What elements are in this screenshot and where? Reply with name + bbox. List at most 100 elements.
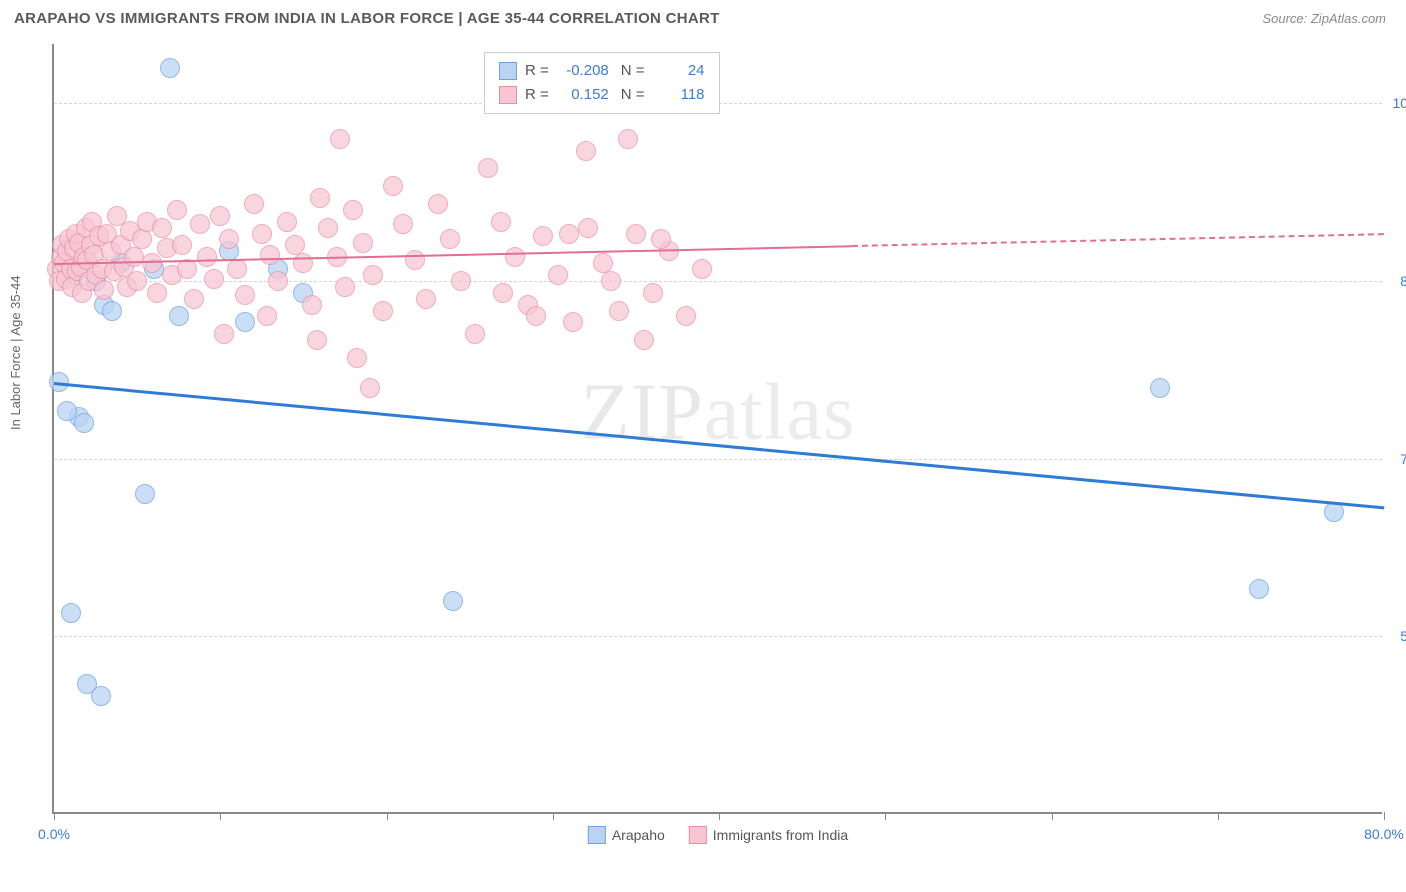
data-point xyxy=(626,224,646,244)
gridline xyxy=(54,636,1382,637)
data-point xyxy=(61,603,81,623)
y-tick-label: 85.0% xyxy=(1400,273,1406,289)
data-point xyxy=(559,224,579,244)
data-point xyxy=(293,253,313,273)
x-tick xyxy=(220,812,221,820)
legend-r-label: R = xyxy=(525,59,549,83)
legend-swatch xyxy=(499,86,517,104)
legend-row: R =0.152N =118 xyxy=(499,83,705,107)
data-point xyxy=(172,235,192,255)
data-point xyxy=(563,312,583,332)
correlation-legend: R =-0.208N =24R =0.152N =118 xyxy=(484,52,720,114)
data-point xyxy=(227,259,247,279)
data-point xyxy=(132,229,152,249)
chart-title: ARAPAHO VS IMMIGRANTS FROM INDIA IN LABO… xyxy=(14,10,720,27)
data-point xyxy=(169,306,189,326)
data-point xyxy=(1150,378,1170,398)
data-point xyxy=(124,247,144,267)
y-tick-label: 100.0% xyxy=(1393,95,1406,111)
legend-item: Arapaho xyxy=(588,826,665,844)
data-point xyxy=(526,306,546,326)
legend-label: Arapaho xyxy=(612,827,665,843)
x-tick-label: 80.0% xyxy=(1364,826,1404,842)
data-point xyxy=(353,233,373,253)
gridline xyxy=(54,459,1382,460)
trend-line xyxy=(852,234,1384,248)
data-point xyxy=(260,245,280,265)
chart-plot-area: ZIPatlas 55.0%70.0%85.0%100.0%0.0%80.0%R… xyxy=(52,44,1382,814)
x-tick xyxy=(1218,812,1219,820)
data-point xyxy=(383,176,403,196)
data-point xyxy=(373,301,393,321)
data-point xyxy=(310,188,330,208)
legend-r-label: R = xyxy=(525,83,549,107)
data-point xyxy=(692,259,712,279)
data-point xyxy=(244,194,264,214)
data-point xyxy=(618,129,638,149)
data-point xyxy=(330,129,350,149)
data-point xyxy=(102,301,122,321)
source-attribution: Source: ZipAtlas.com xyxy=(1262,11,1386,26)
x-tick xyxy=(54,812,55,820)
legend-row: R =-0.208N =24 xyxy=(499,59,705,83)
data-point xyxy=(210,206,230,226)
data-point xyxy=(651,229,671,249)
data-point xyxy=(363,265,383,285)
data-point xyxy=(268,271,288,291)
data-point xyxy=(197,247,217,267)
data-point xyxy=(428,194,448,214)
data-point xyxy=(343,200,363,220)
chart-header: ARAPAHO VS IMMIGRANTS FROM INDIA IN LABO… xyxy=(0,0,1406,33)
data-point xyxy=(91,686,111,706)
legend-label: Immigrants from India xyxy=(713,827,848,843)
legend-swatch xyxy=(499,62,517,80)
data-point xyxy=(505,247,525,267)
data-point xyxy=(347,348,367,368)
data-point xyxy=(214,324,234,344)
data-point xyxy=(160,58,180,78)
data-point xyxy=(142,253,162,273)
data-point xyxy=(57,401,77,421)
data-point xyxy=(152,218,172,238)
legend-r-value: -0.208 xyxy=(557,59,609,83)
x-tick xyxy=(387,812,388,820)
data-point xyxy=(405,250,425,270)
data-point xyxy=(147,283,167,303)
x-tick xyxy=(1052,812,1053,820)
data-point xyxy=(184,289,204,309)
data-point xyxy=(393,214,413,234)
data-point xyxy=(465,324,485,344)
data-point xyxy=(74,413,94,433)
y-tick-label: 55.0% xyxy=(1400,628,1406,644)
data-point xyxy=(277,212,297,232)
gridline xyxy=(54,281,1382,282)
data-point xyxy=(94,280,114,300)
y-tick-label: 70.0% xyxy=(1400,451,1406,467)
data-point xyxy=(190,214,210,234)
x-tick xyxy=(885,812,886,820)
data-point xyxy=(235,312,255,332)
data-point xyxy=(318,218,338,238)
series-legend: Arapaho Immigrants from India xyxy=(588,826,848,844)
data-point xyxy=(416,289,436,309)
legend-n-label: N = xyxy=(621,59,645,83)
legend-item: Immigrants from India xyxy=(689,826,848,844)
trend-line xyxy=(54,382,1384,509)
data-point xyxy=(443,591,463,611)
legend-r-value: 0.152 xyxy=(557,83,609,107)
data-point xyxy=(493,283,513,303)
x-tick xyxy=(553,812,554,820)
legend-n-label: N = xyxy=(621,83,645,107)
data-point xyxy=(167,200,187,220)
data-point xyxy=(643,283,663,303)
data-point xyxy=(252,224,272,244)
data-point xyxy=(578,218,598,238)
data-point xyxy=(609,301,629,321)
data-point xyxy=(127,271,147,291)
x-tick xyxy=(719,812,720,820)
data-point xyxy=(235,285,255,305)
data-point xyxy=(219,229,239,249)
data-point xyxy=(440,229,460,249)
x-tick xyxy=(1384,812,1385,820)
data-point xyxy=(478,158,498,178)
